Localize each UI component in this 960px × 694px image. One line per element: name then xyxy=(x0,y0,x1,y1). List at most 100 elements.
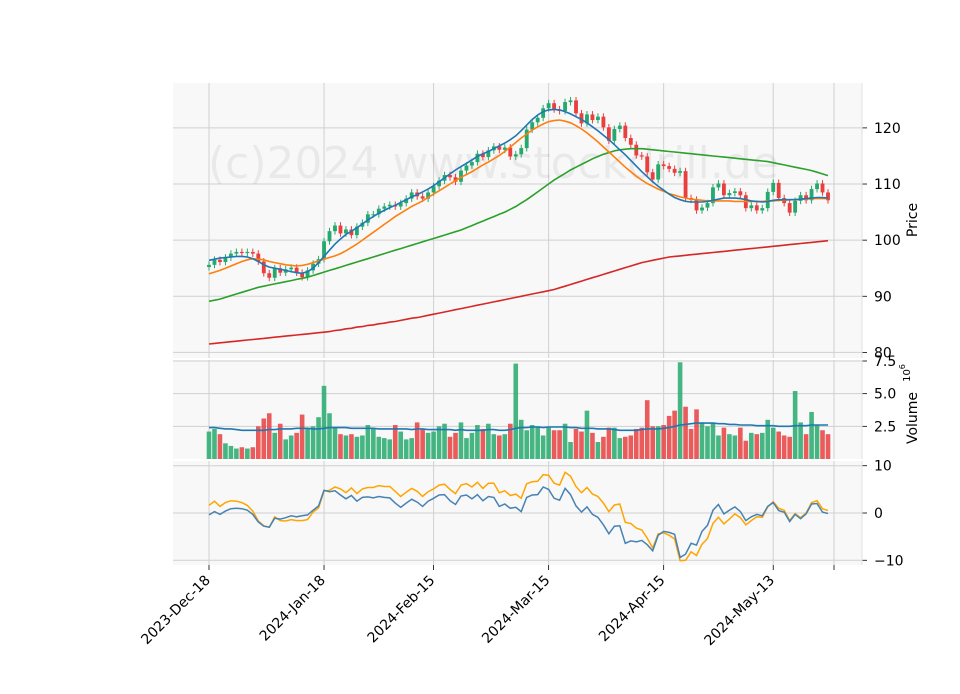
candle-body xyxy=(228,253,233,258)
candle-body xyxy=(404,198,409,204)
candle-body xyxy=(661,164,666,167)
volume-bar xyxy=(497,435,502,459)
candle-body xyxy=(656,164,661,180)
candle-body xyxy=(672,168,677,173)
volume-bar xyxy=(392,425,398,459)
volume-bar xyxy=(299,414,305,459)
volume-bar xyxy=(480,428,486,459)
volume-bar xyxy=(354,436,360,459)
volume-bar xyxy=(223,443,228,459)
candle-body xyxy=(207,264,211,268)
candle-body xyxy=(749,205,754,209)
volume-bar xyxy=(820,430,825,459)
volume-bar xyxy=(360,435,365,459)
candle-body xyxy=(793,200,798,213)
candle-body xyxy=(530,122,535,130)
volume-bar xyxy=(727,434,732,459)
candle-body xyxy=(628,138,633,145)
candle-body xyxy=(705,203,710,208)
volume-bar xyxy=(431,431,436,459)
volume-bar xyxy=(403,439,409,459)
volume-bar xyxy=(469,432,475,459)
x-tick-label: 2024-Mar-15 xyxy=(479,573,553,647)
candle-body xyxy=(601,116,606,128)
volume-bar xyxy=(612,427,617,459)
candle-body xyxy=(667,166,672,169)
candle-body xyxy=(300,272,305,278)
volume-bar xyxy=(732,435,738,459)
volume-bar xyxy=(595,442,601,459)
candle-body xyxy=(344,229,348,234)
volume-bar xyxy=(694,409,699,459)
x-tick-label: 2024-Apr-15 xyxy=(596,573,669,646)
candle-body xyxy=(732,191,737,193)
volume-bar xyxy=(381,438,387,459)
candle-body xyxy=(250,251,255,254)
candle-body xyxy=(480,153,485,158)
volume-bar xyxy=(343,435,349,459)
volume-bar xyxy=(787,436,792,459)
volume-bar xyxy=(568,442,573,459)
candle-body xyxy=(612,129,617,141)
ma-fast-line xyxy=(208,108,829,275)
volume-bar xyxy=(409,438,414,459)
volume-bar xyxy=(809,411,814,459)
indicator-lines xyxy=(208,108,829,562)
volume-bar xyxy=(705,426,710,459)
candle-body xyxy=(826,192,830,201)
panel-bg-price xyxy=(173,83,862,358)
volume-bar xyxy=(442,423,447,459)
volume-bar xyxy=(738,427,743,459)
volume-bar xyxy=(414,422,420,459)
volume-bar xyxy=(529,425,535,459)
candle-body xyxy=(218,259,222,263)
candle-body xyxy=(552,103,557,110)
volume-bar xyxy=(266,413,272,459)
volume-bar xyxy=(765,419,771,459)
x-tick-label: 2023-Dec-18 xyxy=(138,573,213,648)
ma-slow-line xyxy=(208,147,829,303)
candle-body xyxy=(278,268,283,273)
candle-body xyxy=(634,144,639,156)
volume-bar xyxy=(677,362,683,459)
volume-ma-line xyxy=(209,422,828,432)
candle-body xyxy=(513,154,518,157)
candle-body xyxy=(650,172,655,180)
volume-bar xyxy=(486,423,491,459)
candle-body xyxy=(354,226,359,236)
volume-bars xyxy=(206,362,831,459)
candle-body xyxy=(426,192,431,199)
volume-axis-exponent: 106 xyxy=(898,364,913,382)
osc-y-tick-label: 0 xyxy=(874,506,883,522)
volume-bar xyxy=(288,435,294,459)
volume-bar xyxy=(540,435,546,459)
candle-body xyxy=(579,113,584,124)
volume-bar xyxy=(338,434,343,459)
volume-y-tick-label: 7.5 xyxy=(874,354,896,370)
candle-body xyxy=(722,183,726,196)
volume-bar xyxy=(617,438,623,459)
volume-bar xyxy=(425,432,431,459)
volume-bar xyxy=(277,423,283,459)
price-y-tick-label: 90 xyxy=(874,289,892,305)
volume-bar xyxy=(743,440,749,459)
volume-bar xyxy=(710,422,716,459)
volume-bar xyxy=(518,419,524,459)
ma-long-line xyxy=(208,239,829,345)
volume-bar xyxy=(590,432,595,459)
volume-bar xyxy=(562,423,568,459)
candle-body xyxy=(623,125,628,138)
volume-bar xyxy=(305,428,310,459)
candle-body xyxy=(322,241,326,260)
volume-bar xyxy=(234,448,239,459)
candle-body xyxy=(760,208,765,211)
volume-bar xyxy=(699,422,705,459)
volume-bar xyxy=(261,418,267,459)
volume-bar xyxy=(688,428,694,459)
volume-bar xyxy=(770,427,776,459)
candle-body xyxy=(568,100,573,103)
volume-bar xyxy=(371,428,376,459)
candle-body xyxy=(617,125,622,130)
volume-bar xyxy=(551,430,557,459)
